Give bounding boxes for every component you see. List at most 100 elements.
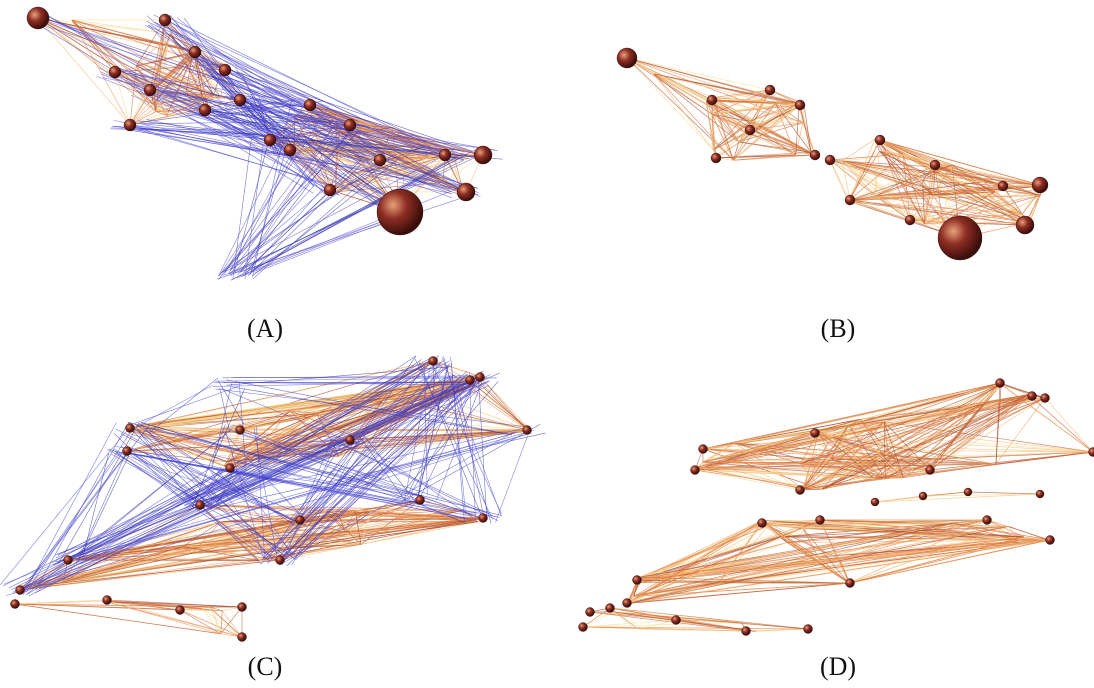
node	[816, 516, 825, 525]
node	[1028, 392, 1037, 401]
node	[711, 153, 721, 163]
node	[1036, 490, 1044, 498]
edge	[654, 74, 714, 150]
node	[238, 603, 247, 612]
node	[264, 134, 276, 146]
node	[795, 100, 805, 110]
node	[457, 183, 475, 201]
edge	[145, 25, 370, 164]
node	[523, 426, 532, 435]
node	[466, 376, 475, 385]
edge	[849, 537, 1024, 583]
edge	[627, 58, 713, 150]
edge	[1045, 398, 1093, 452]
node	[804, 625, 813, 634]
node	[586, 608, 595, 617]
node	[474, 146, 492, 164]
edge	[248, 160, 361, 269]
edge	[17, 466, 242, 593]
node	[439, 149, 451, 161]
node	[189, 46, 201, 58]
edge	[28, 15, 451, 156]
node	[699, 445, 708, 454]
node	[296, 516, 305, 525]
node	[429, 357, 438, 366]
panel-label: (C)	[248, 652, 283, 681]
edges	[0, 13, 1093, 637]
node	[226, 464, 235, 473]
node	[284, 144, 296, 156]
node	[810, 150, 820, 160]
node	[905, 215, 915, 225]
node	[159, 14, 171, 26]
node	[176, 606, 185, 615]
node	[983, 516, 992, 525]
node	[236, 426, 245, 435]
node	[579, 623, 588, 632]
node	[998, 181, 1008, 191]
node	[930, 160, 940, 170]
edge	[279, 432, 514, 565]
node	[617, 48, 637, 68]
edge	[996, 385, 1001, 465]
node	[825, 155, 835, 165]
node	[846, 579, 855, 588]
node	[144, 84, 156, 96]
edge	[15, 601, 104, 604]
node	[27, 7, 49, 29]
figure: (A) (B) (C) (D)	[0, 0, 1094, 688]
node	[16, 586, 25, 595]
edge	[229, 160, 463, 274]
edge	[480, 377, 532, 432]
node	[377, 189, 423, 235]
edge	[38, 18, 167, 116]
page: {"panels": [{"label": "(A)"}, {"label": …	[0, 0, 1094, 688]
node	[374, 154, 386, 166]
node	[346, 436, 355, 445]
node	[758, 519, 767, 528]
node	[196, 501, 205, 510]
edge	[830, 160, 848, 201]
node	[1046, 536, 1055, 545]
node	[691, 466, 700, 475]
node	[796, 486, 805, 495]
node	[742, 627, 751, 636]
node	[871, 498, 879, 506]
node	[64, 556, 73, 565]
node	[633, 576, 642, 585]
node	[672, 616, 681, 625]
node	[623, 599, 632, 608]
node	[123, 447, 132, 456]
node	[103, 596, 112, 605]
node	[919, 492, 927, 500]
edge	[72, 20, 154, 104]
node	[109, 66, 121, 78]
edge	[115, 72, 130, 125]
node	[745, 125, 755, 135]
node	[199, 104, 211, 116]
node	[11, 600, 20, 609]
node	[416, 496, 425, 505]
node	[324, 184, 336, 196]
edge	[253, 159, 388, 279]
body: (A) (B) (C) (D) (() => { const data = JS…	[0, 0, 1094, 688]
node	[276, 556, 285, 565]
panel-label: (B)	[821, 314, 856, 343]
node	[964, 488, 972, 496]
edge	[968, 492, 1040, 494]
node	[1016, 216, 1034, 234]
node	[479, 514, 488, 523]
node	[126, 424, 135, 433]
node	[926, 466, 935, 475]
node	[1032, 177, 1048, 193]
node	[938, 216, 982, 260]
node	[234, 94, 246, 106]
node	[124, 119, 136, 131]
edge	[1029, 395, 1093, 452]
node	[476, 373, 485, 382]
node	[219, 64, 231, 76]
node	[606, 604, 615, 613]
panel-label: (D)	[820, 652, 856, 681]
node	[996, 379, 1005, 388]
node	[238, 633, 247, 642]
